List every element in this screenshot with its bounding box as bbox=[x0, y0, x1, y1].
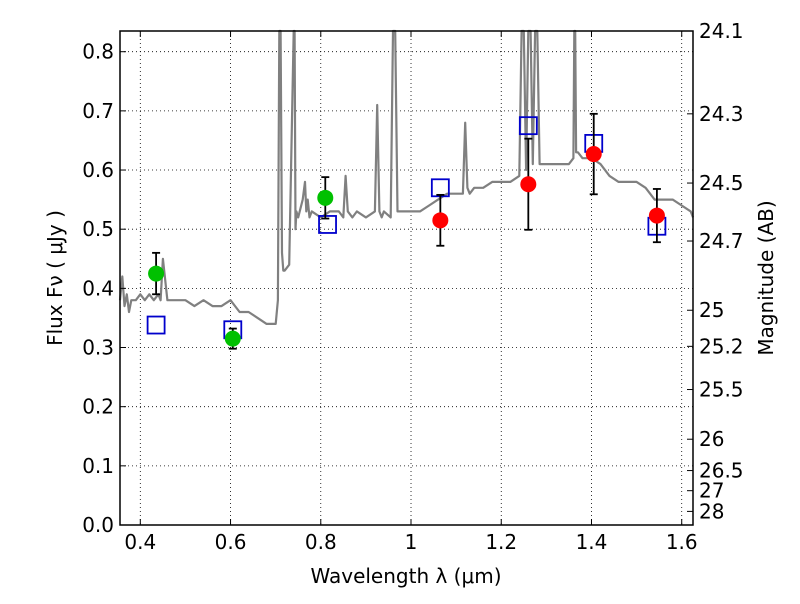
model-flux-square bbox=[318, 215, 337, 234]
sed-template-line bbox=[118, 29, 695, 325]
y-tick-label: 0.5 bbox=[82, 217, 114, 241]
y2-tick-label: 24.3 bbox=[699, 102, 744, 126]
y2-tick-label: 26.5 bbox=[699, 459, 744, 483]
model-flux-square bbox=[518, 116, 538, 136]
y-tick-label: 0.8 bbox=[82, 40, 114, 64]
ticks: 0.4 0.6 0.8 1 1.2 1.4 1.6 0.0 0.1 0.2 0.3 0.4 0.5 0.6… bbox=[82, 19, 743, 554]
observed-flux-point bbox=[432, 212, 449, 229]
y2-tick-label: 24.1 bbox=[699, 19, 744, 43]
x-tick-label: 0.8 bbox=[305, 530, 337, 554]
y2-axis-label: Magnitude (AB) bbox=[754, 200, 778, 355]
observed-flux-point bbox=[648, 207, 665, 224]
x-tick-label: 1.2 bbox=[485, 530, 517, 554]
y2-tick-label: 25 bbox=[699, 298, 724, 322]
grid bbox=[120, 31, 693, 526]
y2-tick-label: 28 bbox=[699, 499, 724, 523]
x-tick-label: 1.6 bbox=[666, 530, 698, 554]
observed-flux-point bbox=[224, 330, 241, 347]
y-tick-label: 0.3 bbox=[82, 336, 114, 360]
observed-flux-point bbox=[148, 265, 165, 282]
x-axis-label: Wavelength λ (μm) bbox=[310, 564, 501, 588]
y-axis-label: Flux Fν ( μJy ) bbox=[43, 210, 67, 346]
y2-tick-label: 27 bbox=[699, 479, 724, 503]
y2-tick-label: 25.5 bbox=[699, 378, 744, 402]
y2-tick-label: 25.2 bbox=[699, 334, 744, 358]
x-tick-label: 1.4 bbox=[576, 530, 608, 554]
x-tick-label: 1 bbox=[405, 530, 418, 554]
y-tick-label: 0.7 bbox=[82, 99, 114, 123]
observed-flux-point bbox=[317, 189, 334, 206]
observed-flux-point bbox=[520, 176, 537, 193]
model-flux-square bbox=[146, 315, 166, 335]
y-tick-label: 0.4 bbox=[82, 276, 114, 300]
y2-tick-label: 24.7 bbox=[699, 229, 744, 253]
y-tick-label: 0.0 bbox=[82, 513, 114, 537]
observed-flux-point bbox=[585, 146, 602, 163]
y-tick-label: 0.1 bbox=[82, 454, 114, 478]
plot-frame bbox=[119, 30, 694, 526]
sed-line-layer bbox=[118, 29, 695, 325]
y-tick-label: 0.6 bbox=[82, 158, 114, 182]
x-tick-label: 0.4 bbox=[124, 530, 156, 554]
x-tick-label: 0.6 bbox=[215, 530, 247, 554]
y-tick-label: 0.2 bbox=[82, 395, 114, 419]
y2-tick-label: 26 bbox=[699, 427, 724, 451]
markers-layer bbox=[146, 112, 667, 350]
y2-tick-label: 24.5 bbox=[699, 171, 744, 195]
